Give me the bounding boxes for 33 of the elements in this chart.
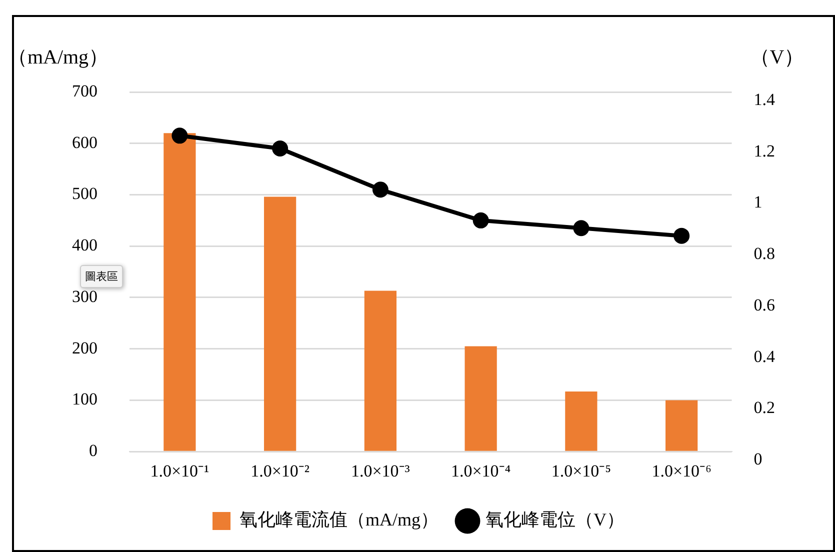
y2-tick-label: 0 (754, 450, 762, 469)
bar (264, 196, 296, 451)
y2-tick-label: 1.4 (754, 90, 776, 109)
y-tick-label: 400 (72, 236, 98, 255)
x-tick-label: 1.0×10⁻⁶ (652, 461, 712, 480)
y-tick-label: 700 (72, 81, 98, 100)
y2-tick-label: 1.2 (754, 141, 775, 160)
y2-axis-title: （V） (750, 46, 804, 68)
y-tick-label: 600 (72, 132, 98, 152)
y2-tick-label: 1 (754, 192, 762, 212)
y-axis-title: （mA/mg） (7, 46, 109, 68)
bar (164, 133, 196, 451)
x-tick-label: 1.0×10⁻⁵ (551, 461, 612, 480)
y2-tick-label: 0.8 (754, 244, 775, 264)
y-tick-label: 300 (72, 286, 98, 306)
y-tick-label: 500 (72, 184, 98, 204)
legend-label: 氧化峰電流值（mA/mg） (240, 510, 439, 530)
x-tick-label: 1.0×10⁻³ (350, 461, 410, 480)
bar (666, 400, 698, 451)
y-tick-label: 200 (72, 338, 98, 358)
y2-tick-label: 0.4 (754, 346, 776, 366)
text: 圖表區 (80, 265, 123, 288)
bar (364, 290, 396, 451)
x-tick-label: 1.0×10⁻¹ (150, 461, 210, 480)
bar (565, 391, 598, 451)
x-tick-label: 1.0×10⁻⁴ (450, 461, 511, 480)
legend-label: 氧化峰電位（V） (486, 510, 624, 530)
y-tick-label: 0 (89, 441, 98, 460)
y-tick-label: 100 (72, 390, 98, 409)
y2-tick-label: 0.2 (754, 398, 775, 418)
y2-tick-label: 0.6 (754, 295, 775, 314)
bar (464, 346, 497, 451)
x-tick-label: 1.0×10⁻² (250, 461, 310, 480)
